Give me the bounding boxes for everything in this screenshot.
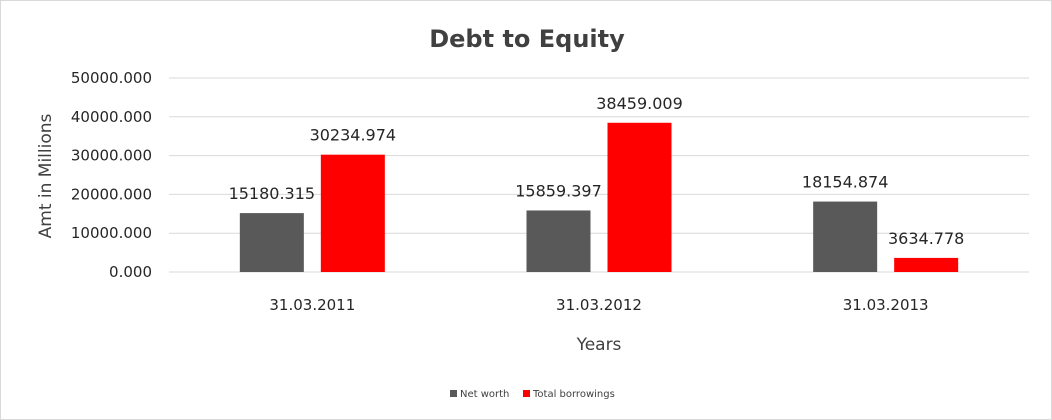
legend: Net worth Total borrowings (450, 389, 615, 400)
y-tick-label: 30000.000 (71, 147, 152, 165)
bar-net-worth (813, 201, 878, 272)
data-label: 30234.974 (310, 126, 397, 145)
data-label: 18154.874 (802, 173, 889, 192)
y-tick-label: 10000.000 (71, 224, 152, 242)
bar-total-borrowings (320, 154, 385, 272)
y-tick-label: 20000.000 (71, 185, 152, 203)
data-label: 38459.009 (596, 94, 683, 113)
bars (239, 122, 959, 272)
y-tick-label: 50000.000 (71, 69, 152, 87)
x-category-label: 31.03.2011 (269, 296, 355, 314)
y-tick-label: 40000.000 (71, 108, 152, 126)
chart-title: Debt to Equity (429, 25, 625, 53)
legend-label: Total borrowings (532, 389, 615, 400)
data-label: 3634.778 (888, 229, 964, 248)
x-category-label: 31.03.2013 (843, 296, 929, 314)
bar-total-borrowings (607, 122, 672, 272)
y-axis-tick-labels: 0.000 10000.000 20000.000 30000.000 40000.00… (71, 69, 152, 281)
data-labels: 15180.315 30234.974 15859.397 38459.009 1815… (229, 94, 965, 248)
data-label: 15180.315 (229, 184, 316, 203)
legend-label: Net worth (460, 389, 509, 400)
legend-swatch (523, 390, 530, 397)
y-axis-title: Amt in Millions (36, 113, 56, 238)
bar-net-worth (526, 210, 591, 272)
x-category-label: 31.03.2012 (556, 296, 642, 314)
y-tick-label: 0.000 (109, 263, 152, 281)
x-axis-category-labels: 31.03.2011 31.03.2012 31.03.2013 (269, 296, 928, 314)
bar-total-borrowings (894, 257, 959, 272)
legend-swatch (450, 390, 457, 397)
bar-net-worth (239, 213, 304, 272)
data-label: 15859.397 (515, 181, 602, 200)
gridlines (169, 77, 1029, 273)
x-axis-title: Years (576, 335, 622, 355)
